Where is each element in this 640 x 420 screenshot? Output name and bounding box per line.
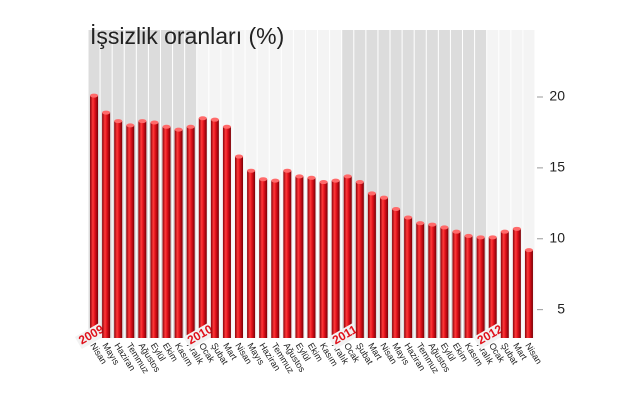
bar-cap — [440, 225, 449, 230]
bar-cap — [235, 154, 244, 159]
bar-cap — [416, 221, 425, 226]
bar — [259, 179, 268, 338]
bar-cap — [102, 110, 111, 115]
bar — [476, 237, 485, 338]
bar — [307, 177, 316, 338]
bar-cap — [174, 127, 183, 132]
bar — [114, 121, 123, 338]
bar-cap — [295, 174, 304, 179]
bar — [174, 129, 183, 338]
chart-title: İşsizlik oranları (%) — [90, 23, 284, 49]
bar-cap — [404, 215, 413, 220]
y-tick-label: 20 — [549, 88, 565, 104]
bar-cap — [319, 180, 328, 185]
bar — [452, 231, 461, 338]
bar-cap — [488, 235, 497, 240]
bar-cap — [162, 124, 171, 129]
bar-cap — [222, 124, 231, 129]
y-tick-label: 10 — [549, 229, 565, 245]
bar — [440, 227, 449, 338]
bar — [102, 112, 111, 338]
bar-cap — [114, 119, 123, 124]
bar — [283, 170, 292, 338]
bar — [210, 119, 219, 339]
bar — [488, 237, 497, 338]
bar-cap — [500, 229, 509, 234]
bar — [524, 250, 533, 338]
bar-cap — [247, 168, 256, 173]
bar — [512, 228, 521, 338]
bar — [162, 126, 171, 338]
y-tick-label: 5 — [557, 300, 565, 316]
year-box — [74, 322, 107, 350]
bar-cap — [512, 226, 521, 231]
bar — [90, 95, 99, 338]
bar — [222, 126, 231, 338]
bar-cap — [343, 174, 352, 179]
bar-cap — [283, 168, 292, 173]
bar-cap — [186, 124, 195, 129]
bar-cap — [126, 123, 135, 128]
bar — [271, 180, 280, 338]
bar — [392, 208, 401, 338]
bar-cap — [259, 177, 268, 182]
bar — [235, 156, 244, 338]
bar-cap — [392, 206, 401, 211]
bar — [126, 125, 135, 339]
year-box — [328, 322, 360, 350]
bar-cap — [524, 248, 533, 253]
bar — [138, 121, 147, 338]
bar — [198, 118, 207, 338]
bar — [331, 180, 340, 338]
bar-cap — [210, 117, 219, 122]
bar-cap — [367, 191, 376, 196]
bar — [464, 235, 473, 338]
year-box — [183, 322, 215, 350]
bar-cap — [452, 229, 461, 234]
bar-cap — [331, 178, 340, 183]
bar — [500, 231, 509, 338]
bar — [247, 170, 256, 338]
bar-cap — [428, 222, 437, 227]
bar-cap — [379, 195, 388, 200]
bar — [367, 193, 376, 338]
bar-cap — [150, 120, 159, 125]
bar-cap — [307, 175, 316, 180]
backdrop — [87, 30, 536, 338]
bar — [379, 197, 388, 338]
bar — [355, 182, 364, 338]
bar — [416, 223, 425, 338]
bar-cap — [355, 180, 364, 185]
bar — [186, 126, 195, 338]
year-box — [473, 322, 505, 350]
bar — [150, 122, 159, 339]
bar — [295, 176, 304, 338]
bar-cap — [90, 93, 99, 98]
bar-cap — [464, 233, 473, 238]
bar-cap — [138, 119, 147, 124]
bar-cap — [271, 178, 280, 183]
bar — [343, 176, 352, 338]
bar-cap — [476, 235, 485, 240]
bar — [404, 217, 413, 338]
bar — [319, 182, 328, 338]
bar-cap — [198, 116, 207, 121]
bar — [428, 224, 437, 338]
y-tick-label: 15 — [549, 159, 565, 175]
